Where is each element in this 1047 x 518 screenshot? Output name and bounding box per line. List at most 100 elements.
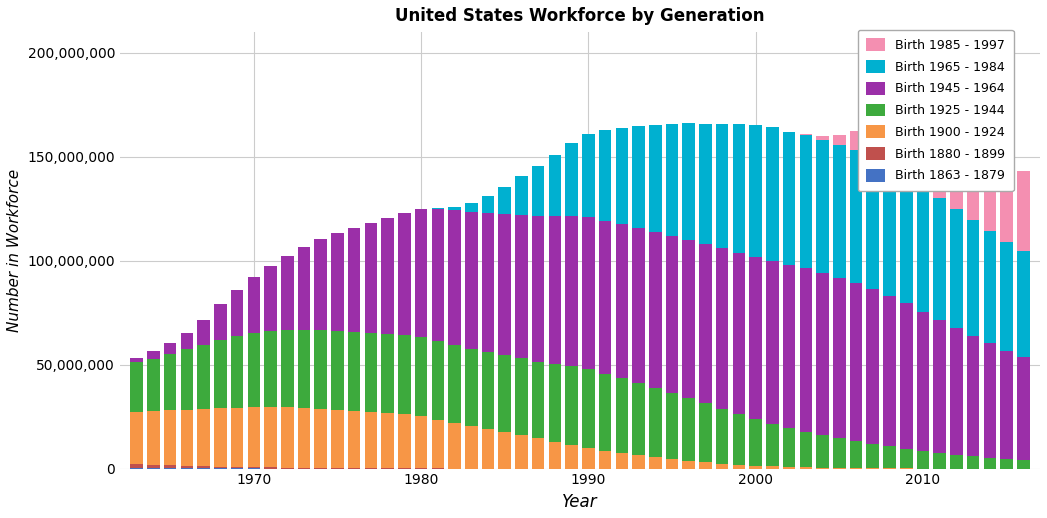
Bar bbox=[482, 352, 494, 429]
Bar bbox=[549, 216, 561, 364]
Bar bbox=[1017, 171, 1029, 251]
Bar bbox=[683, 239, 695, 397]
Bar bbox=[448, 345, 461, 423]
Bar bbox=[766, 261, 779, 424]
Bar bbox=[1017, 357, 1029, 460]
Bar bbox=[616, 378, 628, 453]
Bar bbox=[917, 451, 930, 469]
Bar bbox=[498, 187, 511, 214]
Bar bbox=[632, 383, 645, 455]
Bar bbox=[766, 424, 779, 466]
Bar bbox=[415, 209, 427, 338]
Bar bbox=[515, 435, 528, 469]
Bar bbox=[850, 283, 863, 441]
Bar bbox=[131, 363, 143, 412]
Bar bbox=[850, 150, 863, 283]
Bar bbox=[884, 447, 896, 468]
Bar bbox=[900, 449, 913, 468]
Bar bbox=[264, 331, 276, 407]
Bar bbox=[800, 134, 812, 135]
Title: United States Workforce by Generation: United States Workforce by Generation bbox=[396, 7, 764, 25]
Bar bbox=[817, 140, 829, 273]
Bar bbox=[666, 236, 678, 393]
Bar bbox=[498, 355, 511, 432]
Bar bbox=[582, 217, 595, 369]
Bar bbox=[148, 411, 160, 465]
Bar bbox=[783, 428, 796, 467]
Bar bbox=[131, 358, 143, 363]
Bar bbox=[465, 349, 477, 426]
Bar bbox=[800, 431, 812, 467]
Bar bbox=[431, 341, 444, 420]
Bar bbox=[565, 143, 578, 216]
Bar bbox=[515, 358, 528, 435]
Bar bbox=[683, 123, 695, 239]
Bar bbox=[181, 466, 194, 468]
Bar bbox=[264, 407, 276, 467]
Bar bbox=[733, 253, 745, 414]
Bar bbox=[181, 410, 194, 466]
Bar bbox=[247, 333, 260, 407]
Bar bbox=[833, 278, 846, 438]
Bar bbox=[716, 409, 729, 464]
Bar bbox=[197, 320, 209, 344]
Bar bbox=[934, 453, 945, 469]
Bar bbox=[800, 268, 812, 431]
Bar bbox=[884, 296, 896, 447]
Bar bbox=[230, 467, 243, 468]
Bar bbox=[917, 312, 930, 451]
Bar bbox=[934, 198, 945, 320]
Bar bbox=[431, 209, 444, 341]
Bar bbox=[867, 444, 879, 468]
Bar bbox=[214, 340, 226, 408]
Bar bbox=[164, 342, 177, 354]
Bar bbox=[616, 127, 628, 224]
Bar bbox=[716, 124, 729, 249]
Bar bbox=[599, 373, 611, 451]
Bar bbox=[1017, 460, 1029, 469]
Bar bbox=[181, 333, 194, 349]
Bar bbox=[699, 463, 712, 469]
Bar bbox=[314, 409, 327, 468]
Bar bbox=[164, 465, 177, 468]
Bar bbox=[549, 441, 561, 469]
Bar bbox=[817, 136, 829, 140]
Bar bbox=[934, 320, 945, 453]
Bar bbox=[398, 414, 410, 468]
Bar bbox=[281, 255, 293, 330]
Bar bbox=[750, 419, 762, 466]
Bar bbox=[515, 215, 528, 358]
Bar bbox=[900, 132, 913, 175]
Bar bbox=[649, 388, 662, 457]
Bar bbox=[966, 336, 979, 456]
Bar bbox=[934, 144, 945, 198]
Bar bbox=[649, 125, 662, 232]
Bar bbox=[917, 138, 930, 187]
Bar bbox=[515, 177, 528, 215]
Bar bbox=[281, 468, 293, 469]
Bar bbox=[632, 126, 645, 228]
Bar bbox=[783, 132, 796, 265]
Bar bbox=[549, 155, 561, 216]
Bar bbox=[699, 244, 712, 403]
Bar bbox=[966, 220, 979, 336]
Bar bbox=[900, 175, 913, 304]
Bar bbox=[817, 273, 829, 435]
Bar bbox=[1017, 251, 1029, 357]
Bar bbox=[465, 212, 477, 349]
Bar bbox=[532, 166, 544, 216]
Bar bbox=[766, 466, 779, 469]
Bar bbox=[181, 349, 194, 410]
Bar bbox=[197, 409, 209, 466]
Bar bbox=[733, 465, 745, 469]
Bar bbox=[733, 414, 745, 465]
Bar bbox=[683, 461, 695, 469]
Bar bbox=[616, 224, 628, 378]
Bar bbox=[164, 354, 177, 410]
Legend: Birth 1985 - 1997, Birth 1965 - 1984, Birth 1945 - 1964, Birth 1925 - 1944, Birt: Birth 1985 - 1997, Birth 1965 - 1984, Bi… bbox=[857, 30, 1013, 191]
Bar bbox=[214, 467, 226, 468]
Bar bbox=[465, 426, 477, 469]
Bar bbox=[632, 228, 645, 383]
Bar bbox=[599, 451, 611, 469]
Bar bbox=[565, 445, 578, 469]
